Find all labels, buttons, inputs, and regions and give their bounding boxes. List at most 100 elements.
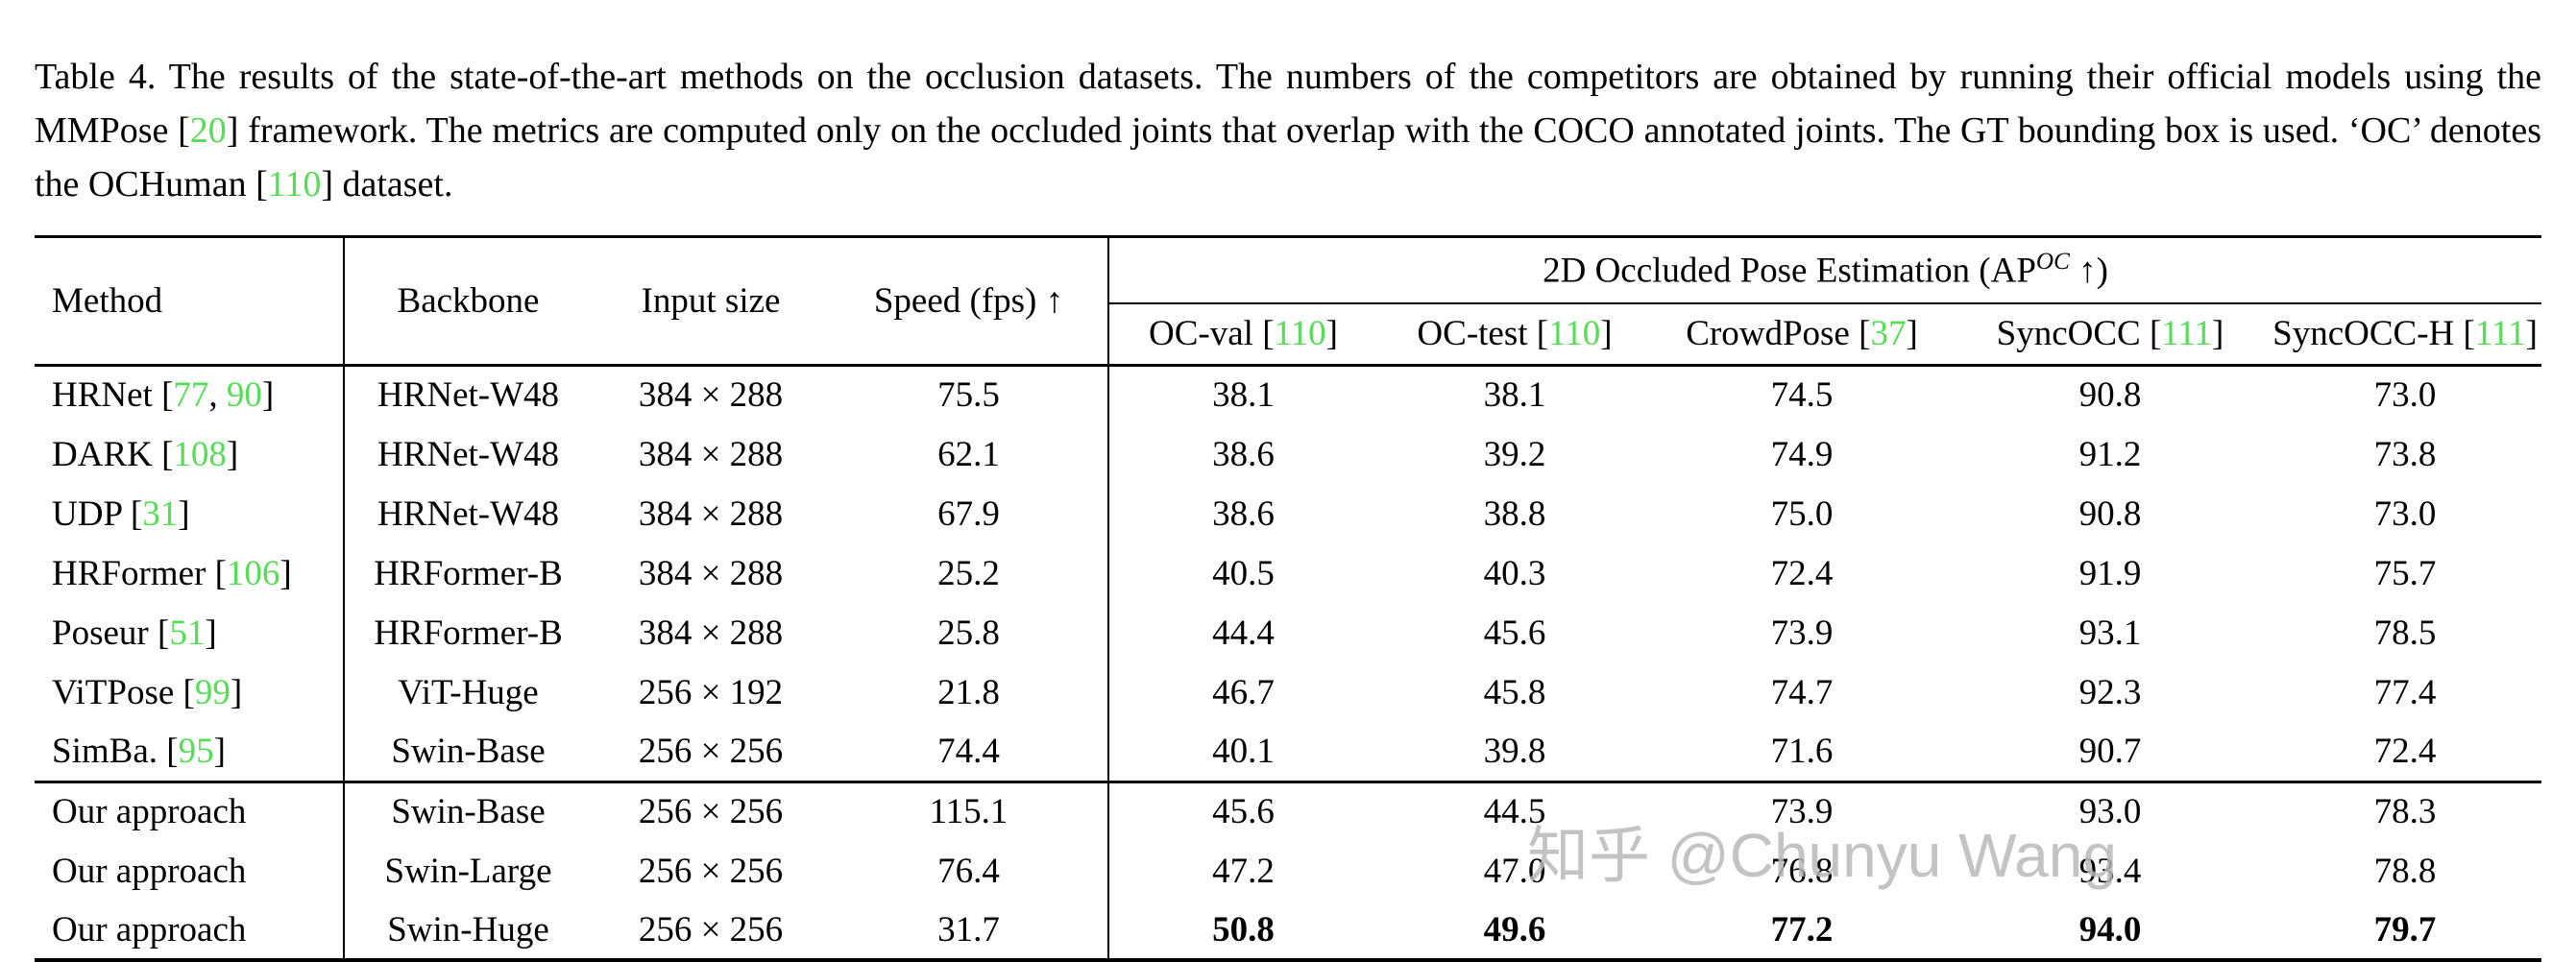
ap-value-cell: 38.8 xyxy=(1483,493,1546,534)
ap-value-cell: 93.0 xyxy=(1952,780,2269,842)
method-cell: Poseur [51] xyxy=(35,603,345,663)
column-header-method: Method xyxy=(35,236,345,367)
backbone-cell: ViT-Huge xyxy=(398,672,539,712)
ap-value-cell: 91.9 xyxy=(2078,553,2142,593)
results-table: Method Backbone Input size Speed (fps) ↑… xyxy=(35,234,2542,962)
table-row: Our approach Swin-Base 256 × 256 115.1 45.6 4… xyxy=(35,780,2542,842)
citation-ref[interactable]: 77 xyxy=(173,375,209,416)
ap-value-cell: 75.7 xyxy=(2373,553,2437,593)
backbone-cell: HRFormer-B xyxy=(374,553,563,593)
ap-value-cell: 50.8 xyxy=(1212,909,1275,950)
speed-cell: 25.8 xyxy=(830,603,1109,663)
method-cell: HRNet [77, 90] xyxy=(35,365,345,425)
citation-ref[interactable]: 106 xyxy=(226,553,280,593)
citation-ref[interactable]: 110 xyxy=(1548,314,1601,354)
ap-value-cell: 93.4 xyxy=(2078,851,2142,891)
ap-value-cell: 47.0 xyxy=(1483,851,1546,891)
ap-value-cell: 73.9 xyxy=(1770,613,1834,653)
table-row: ViTPose [99] ViT-Huge 256 × 192 21.8 46.7 45.… xyxy=(35,662,2541,723)
column-header-syncocc-h: SyncOCC-H [111] xyxy=(2269,303,2542,367)
column-header-syncocc: SyncOCC [111] xyxy=(1952,303,2269,367)
citation-ref[interactable]: 111 xyxy=(2161,314,2213,354)
table-row: Poseur [51] HRFormer-B 384 × 288 25.8 44.4 45… xyxy=(35,603,2541,663)
backbone-cell: HRNet-W48 xyxy=(377,434,560,474)
input-size-cell: 256 × 256 xyxy=(638,909,784,950)
citation-ref[interactable]: 99 xyxy=(194,672,231,712)
ap-value-cell: 78.3 xyxy=(2269,780,2542,842)
ap-value-cell: 44.4 xyxy=(1212,613,1275,653)
ap-value-cell: 94.0 xyxy=(2078,909,2142,950)
ap-value-cell: 38.6 xyxy=(1212,434,1275,474)
column-header-oc-val: OC-val [110] xyxy=(1108,303,1377,367)
ap-value-cell: 92.3 xyxy=(2078,672,2142,712)
table-row: Our approach Swin-Huge 256 × 256 31.7 50.8 49… xyxy=(35,901,2541,961)
input-size-cell: 256 × 256 xyxy=(638,731,784,771)
ap-value-cell: 71.6 xyxy=(1770,731,1834,771)
citation-ref[interactable]: 111 xyxy=(2474,314,2526,354)
input-size-cell: 384 × 288 xyxy=(638,493,784,534)
speed-cell: 115.1 xyxy=(830,780,1109,842)
citation-ref[interactable]: 110 xyxy=(1274,314,1326,354)
citation-ref[interactable]: 108 xyxy=(173,434,227,474)
column-header-input-size: Input size xyxy=(592,236,830,367)
dataset-header-row: OC-val [110] OC-test [110] CrowdPose [37] S… xyxy=(35,303,2542,367)
ap-value-cell: 40.3 xyxy=(1483,553,1546,593)
ap-value-cell: 46.7 xyxy=(1212,672,1275,712)
citation-ref[interactable]: 110 xyxy=(267,164,322,205)
ap-value-cell: 75.0 xyxy=(1770,493,1834,534)
caption-text: Table 4. The results of the state-of-the… xyxy=(35,57,2541,152)
speed-cell: 21.8 xyxy=(830,662,1109,723)
ap-value-cell: 79.7 xyxy=(2373,909,2437,950)
method-cell: Our approach xyxy=(35,780,345,842)
ap-value-cell: 78.5 xyxy=(2373,613,2437,653)
speed-cell: 76.4 xyxy=(830,841,1109,902)
backbone-cell: HRFormer-B xyxy=(374,613,563,653)
ap-value-cell: 44.5 xyxy=(1377,780,1652,842)
ap-value-cell: 39.8 xyxy=(1483,731,1546,771)
ap-value-cell: 39.2 xyxy=(1483,434,1546,474)
backbone-cell: HRNet-W48 xyxy=(377,493,560,534)
column-header-backbone: Backbone xyxy=(344,236,592,367)
backbone-cell: HRNet-W48 xyxy=(377,375,560,416)
ap-value-cell: 74.7 xyxy=(1770,672,1834,712)
ap-value-cell: 73.9 xyxy=(1652,780,1952,842)
input-size-cell: 256 × 256 xyxy=(592,780,830,842)
method-cell: ViTPose [99] xyxy=(35,662,345,723)
method-cell: Our approach xyxy=(35,841,345,902)
citation-ref[interactable]: 51 xyxy=(169,613,206,653)
ap-value-cell: 77.4 xyxy=(2373,672,2437,712)
ap-value-cell: 45.6 xyxy=(1108,780,1377,842)
table-row: HRNet [77, 90] HRNet-W48 384 × 288 75.5 38.1… xyxy=(35,365,2541,425)
caption-text: ] dataset. xyxy=(321,164,453,205)
caption-text: ] framework. The metrics are computed on… xyxy=(35,110,2541,205)
speed-cell: 31.7 xyxy=(830,901,1109,961)
method-cell: UDP [31] xyxy=(35,484,345,544)
speed-cell: 67.9 xyxy=(830,484,1109,544)
group-header-suffix: ↑) xyxy=(2069,251,2108,291)
ap-value-cell: 73.8 xyxy=(2373,434,2437,474)
ap-value-cell: 73.0 xyxy=(2373,493,2437,534)
ap-value-cell: 38.1 xyxy=(1483,375,1546,416)
ap-value-cell: 73.0 xyxy=(2373,375,2437,416)
ap-value-cell: 74.5 xyxy=(1770,375,1834,416)
citation-ref[interactable]: 95 xyxy=(178,731,214,771)
ap-value-cell: 91.2 xyxy=(2078,434,2142,474)
ap-value-cell: 76.8 xyxy=(1770,851,1834,891)
ap-value-cell: 90.7 xyxy=(2078,731,2142,771)
table-row: UDP [31] HRNet-W48 384 × 288 67.9 38.6 38.8 75… xyxy=(35,484,2541,544)
ap-value-cell: 49.6 xyxy=(1483,909,1546,950)
column-header-oc-test: OC-test [110] xyxy=(1377,303,1652,367)
ap-value-cell: 45.6 xyxy=(1483,613,1546,653)
ap-value-cell: 47.2 xyxy=(1212,851,1275,891)
group-header-2d-occluded-pose: 2D Occluded Pose Estimation (APOC ↑) xyxy=(1108,236,2542,305)
ap-value-cell: 72.4 xyxy=(1770,553,1834,593)
citation-ref[interactable]: 90 xyxy=(226,375,262,416)
method-cell: Our approach xyxy=(35,901,345,961)
citation-ref[interactable]: 20 xyxy=(189,110,227,152)
backbone-cell: Swin-Huge xyxy=(387,909,549,950)
citation-ref[interactable]: 31 xyxy=(142,493,179,534)
input-size-cell: 256 × 192 xyxy=(638,672,784,712)
citation-ref[interactable]: 37 xyxy=(1870,314,1907,354)
table-row: SimBa. [95] Swin-Base 256 × 256 74.4 40.1 39.… xyxy=(35,722,2541,782)
